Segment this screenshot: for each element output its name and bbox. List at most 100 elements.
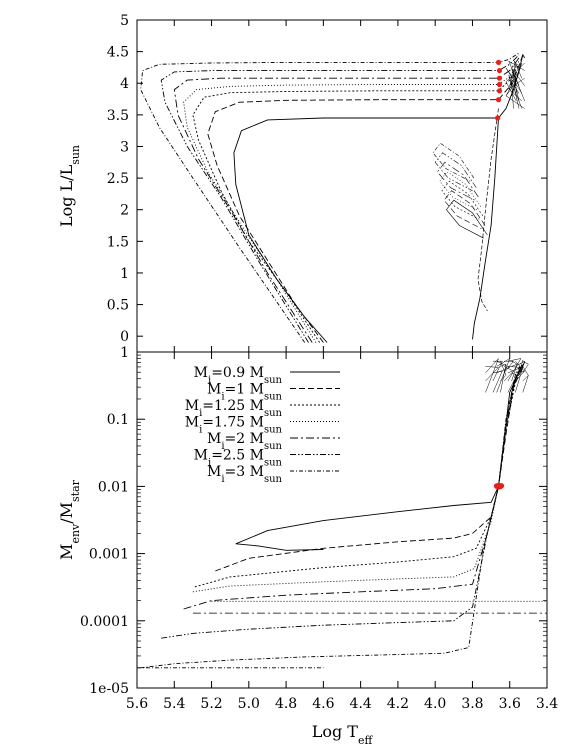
top-marker-point xyxy=(496,81,503,88)
legend-entry-label: Mi=2 Msun xyxy=(207,431,283,452)
bottom-pulse-trace xyxy=(496,360,510,368)
bottom-pulse-trace xyxy=(511,363,518,367)
top-y-tick-label: 2 xyxy=(120,203,129,219)
top-pulse-trace xyxy=(514,61,517,94)
top-marker-point xyxy=(495,97,502,103)
top-loop-trace xyxy=(446,199,488,239)
bottom-y-tick-label: 0.001 xyxy=(89,547,129,563)
top-pulse-trace xyxy=(508,61,520,86)
top-y-tick-label: 0.5 xyxy=(107,298,129,314)
bottom-red-markers xyxy=(493,482,505,490)
bottom-pulse-trace xyxy=(515,361,525,393)
bottom-y-tick-label: 0.01 xyxy=(98,479,129,495)
bottom-pulse-trace xyxy=(485,367,499,382)
x-tick-label: 4.4 xyxy=(350,696,372,712)
top-red-markers xyxy=(495,59,503,121)
x-tick-label: 5.6 xyxy=(126,696,148,712)
x-tick-label: 5.0 xyxy=(238,696,260,712)
x-tick-label: 3.4 xyxy=(536,696,558,712)
bottom-x-ticks: 5.6 5.4 5.2 5.0 4.8 4.6 4.4 4.2 4.0 3.8 3.6 3.4 xyxy=(126,352,558,712)
legend-entry-label: Mi=1.25 Msun xyxy=(185,398,283,419)
bottom-y-tick-label: 0.0001 xyxy=(80,614,129,630)
top-pulse-trace xyxy=(511,62,523,96)
bottom-pulse-trace xyxy=(507,358,521,362)
top-loop-trace xyxy=(439,171,481,210)
x-tick-label: 5.4 xyxy=(163,696,185,712)
bottom-series-line xyxy=(161,362,524,639)
x-tick-label: 3.8 xyxy=(461,696,483,712)
bottom-pulse-trace xyxy=(511,375,518,393)
bottom-pulse-trace xyxy=(507,367,522,393)
bottom-pulse-trace xyxy=(507,366,521,368)
top-y-axis-label: Log L/Lsun xyxy=(57,145,82,227)
bottom-pulse-trace xyxy=(485,358,499,393)
top-marker-point xyxy=(496,75,503,81)
bottom-pulse-trace xyxy=(515,360,525,367)
top-y-tick-label: 3.5 xyxy=(107,108,129,124)
bottom-pulse-trace xyxy=(522,366,529,376)
x-tick-label: 4.6 xyxy=(312,696,334,712)
top-y-ticks: 0 0.5 1 1.5 2 2.5 3 3.5 4 4.5 5 xyxy=(107,13,548,352)
top-loop-trace xyxy=(443,190,486,229)
legend-entry-label: Mi=3 Msun xyxy=(207,464,283,485)
top-series-line xyxy=(160,54,520,343)
bottom-pulse-trace xyxy=(503,361,514,373)
top-loop-trace xyxy=(434,152,477,191)
bottom-pulse-trace xyxy=(496,367,510,374)
top-pulse-trace xyxy=(505,95,525,109)
top-loop-trace xyxy=(432,142,475,182)
bottom-pulse-trace xyxy=(496,358,510,393)
top-marker-point xyxy=(496,88,503,94)
x-tick-label: 4.0 xyxy=(424,696,446,712)
top-marker-point xyxy=(495,115,501,121)
bottom-pulse-trace xyxy=(507,358,522,382)
top-pulse-trace xyxy=(505,85,514,97)
top-y-tick-label: 2.5 xyxy=(107,171,129,187)
top-y-tick-label: 1.5 xyxy=(107,234,129,250)
bottom-series-line xyxy=(235,362,525,551)
top-y-tick-label: 4.5 xyxy=(107,45,129,61)
top-rgb-trace xyxy=(477,108,499,312)
bottom-pulse-trace xyxy=(485,358,499,373)
bottom-pulse-trace xyxy=(485,366,499,368)
top-rgb-trace xyxy=(472,117,499,340)
x-tick-label: 4.8 xyxy=(275,696,297,712)
top-pulse-trace xyxy=(508,62,517,89)
top-y-tick-label: 1 xyxy=(120,266,129,282)
top-marker-point xyxy=(496,67,503,74)
top-series-line xyxy=(173,57,520,343)
top-y-tick-label: 5 xyxy=(120,13,129,29)
bottom-pulse-trace xyxy=(496,358,510,367)
bottom-y-tick-label: 0.1 xyxy=(107,412,129,428)
bottom-series-line xyxy=(194,366,524,588)
bottom-pulse-trace xyxy=(515,361,525,372)
top-pulse-trace xyxy=(508,77,525,90)
bottom-pulse-trace xyxy=(492,370,503,393)
legend-entry-label: Mi=2.5 Msun xyxy=(194,448,283,469)
top-pulse-trace xyxy=(511,81,514,109)
top-series-lines xyxy=(140,52,525,343)
bottom-pulse-trace xyxy=(500,361,507,376)
top-pulse-trace xyxy=(508,74,523,109)
legend-entry-label: Mi=1 Msun xyxy=(207,382,283,403)
bottom-y-ticks: 1e-05 0.0001 0.001 0.01 0.1 1 xyxy=(80,345,547,697)
top-marker-point xyxy=(495,59,502,65)
bottom-panel: 1e-05 0.0001 0.001 0.01 0.1 1 5.6 5.4 5.2 5.0 4.8… xyxy=(57,345,558,747)
top-series-line xyxy=(183,60,520,343)
top-panel: 0 0.5 1 1.5 2 2.5 3 3.5 4 4.5 5 Log L/Lsun xyxy=(57,13,548,353)
top-series-line xyxy=(192,64,520,343)
bottom-series-line xyxy=(140,360,524,669)
top-pulse-trace xyxy=(505,81,517,102)
top-loop-trace xyxy=(437,161,479,201)
top-series-line xyxy=(140,52,520,343)
bottom-pulse-trace xyxy=(503,370,514,382)
top-pulse-trace xyxy=(514,88,520,109)
bottom-pulse-trace xyxy=(504,366,514,372)
bottom-pulse-trace xyxy=(500,363,507,367)
x-tick-label: 3.6 xyxy=(499,696,521,712)
bottom-pulse-trace xyxy=(522,375,529,382)
bottom-pulse-trace xyxy=(500,364,507,393)
legend-entry-label: Mi=1.75 Msun xyxy=(185,415,283,436)
bottom-pulse-trace xyxy=(515,370,525,374)
